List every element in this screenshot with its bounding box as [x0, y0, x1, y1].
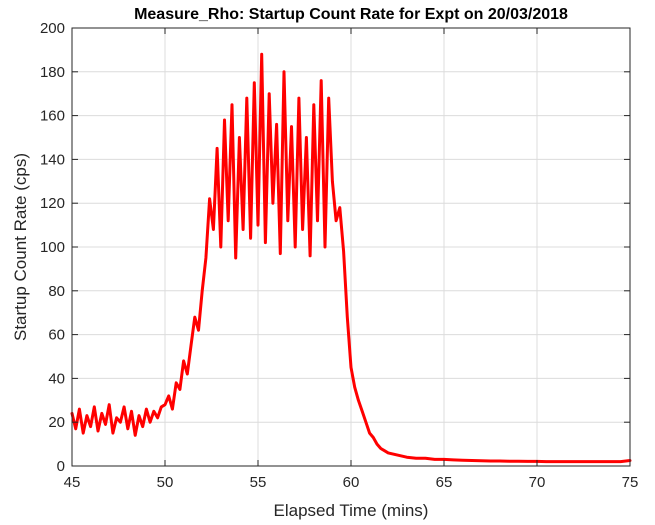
y-tick-label: 120	[40, 195, 65, 212]
y-tick-label: 60	[48, 327, 65, 344]
y-tick-label: 160	[40, 108, 65, 125]
y-tick-label: 100	[40, 239, 65, 256]
x-tick-label: 75	[622, 474, 639, 491]
y-tick-label: 40	[48, 370, 65, 387]
y-axis-title: Startup Count Rate (cps)	[11, 153, 30, 341]
ticks	[71, 27, 631, 467]
series-layer	[70, 52, 632, 464]
y-tick-label: 0	[57, 458, 65, 475]
series-line	[70, 52, 632, 464]
x-tick-label: 60	[343, 474, 360, 491]
grid	[72, 28, 630, 466]
tick-labels: 45 50 55 60 65 70 75 0 20 40 60 80 100 120 140 160 180 20…	[40, 20, 638, 491]
y-tick-label: 200	[40, 20, 65, 37]
x-tick-label: 50	[157, 474, 174, 491]
x-tick-label: 45	[64, 474, 81, 491]
x-tick-label: 65	[436, 474, 453, 491]
x-axis-title: Elapsed Time (mins)	[274, 501, 429, 520]
y-tick-label: 140	[40, 151, 65, 168]
y-tick-label: 20	[48, 414, 65, 431]
y-tick-label: 180	[40, 64, 65, 81]
x-tick-label: 70	[529, 474, 546, 491]
y-tick-label: 80	[48, 283, 65, 300]
x-tick-label: 55	[250, 474, 267, 491]
chart-title: Measure_Rho: Startup Count Rate for Expt…	[134, 6, 568, 23]
